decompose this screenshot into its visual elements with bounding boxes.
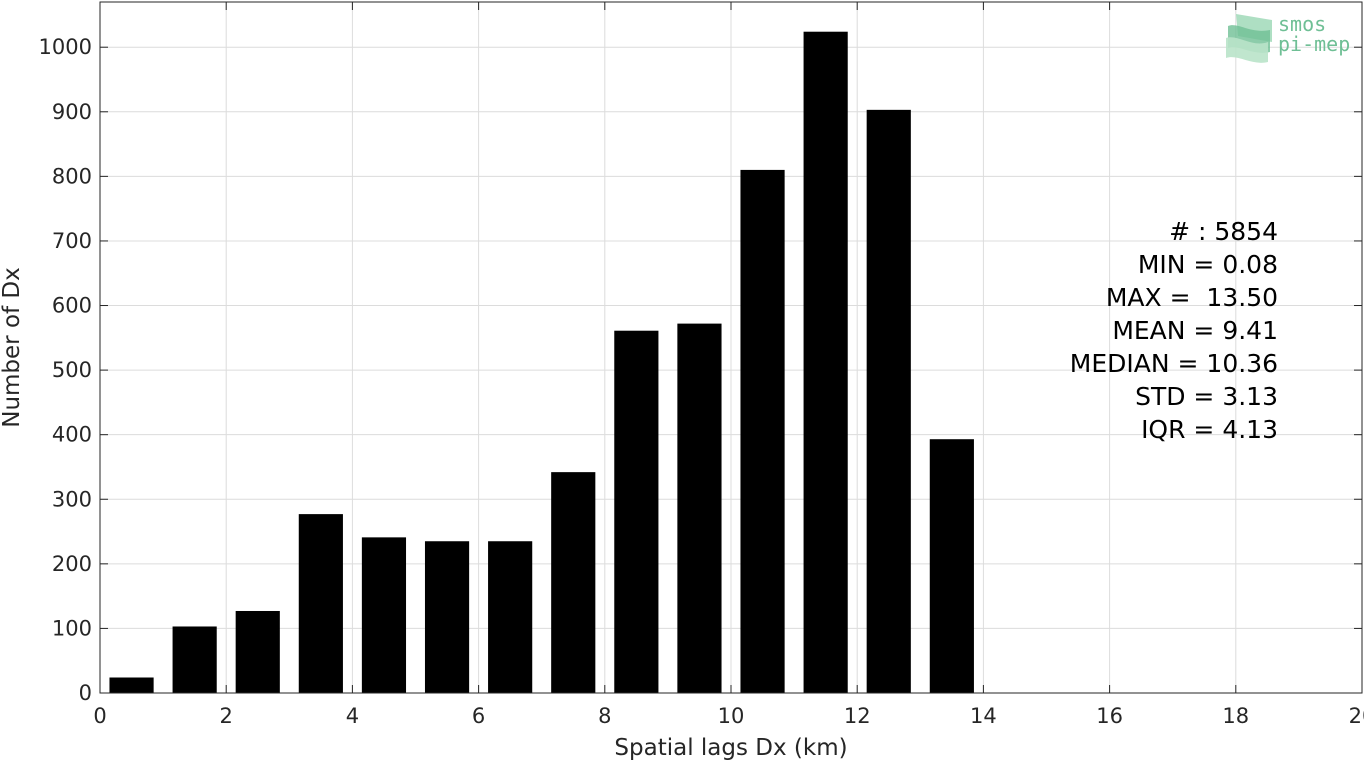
histogram-bar: [424, 541, 470, 693]
x-tick-label: 18: [1222, 704, 1249, 728]
stat-min: MIN = 0.08: [1137, 250, 1278, 279]
histogram-bar: [614, 330, 659, 693]
y-tick-label: 100: [52, 616, 92, 640]
y-tick-label: 200: [52, 552, 92, 576]
x-tick-label: 12: [844, 704, 871, 728]
y-axis-ticks: 0 100 200 300 400 500 600 700 800 900 1000: [39, 35, 1362, 705]
histogram-bar: [361, 537, 407, 693]
histogram-bar: [298, 514, 343, 693]
histogram-bar: [866, 109, 911, 694]
bars: [109, 31, 974, 694]
x-tick-label: 6: [472, 704, 485, 728]
y-tick-label: 400: [52, 423, 92, 447]
y-tick-label: 900: [52, 100, 92, 124]
x-tick-label: 2: [220, 704, 233, 728]
y-tick-label: 800: [52, 164, 92, 188]
logo-line-1: smos: [1278, 12, 1327, 36]
x-tick-label: 14: [970, 704, 997, 728]
stat-max: MAX = 13.50: [1105, 283, 1278, 312]
stat-mean: MEAN = 9.41: [1112, 316, 1278, 345]
histogram-bar: [803, 31, 848, 693]
y-axis-title: Number of Dx: [0, 267, 25, 428]
y-tick-label: 0: [79, 681, 92, 705]
logo-text: smos pi-mep: [1278, 14, 1350, 54]
histogram-bar: [488, 541, 533, 693]
y-tick-label: 700: [52, 229, 92, 253]
histogram-bar: [109, 677, 154, 693]
stat-median: MEDIAN = 10.36: [1069, 349, 1278, 378]
y-tick-label: 300: [52, 487, 92, 511]
x-axis-title: Spatial lags Dx (km): [614, 735, 847, 761]
smos-pimep-logo: smos pi-mep: [1224, 12, 1358, 66]
histogram-bar: [551, 472, 596, 693]
stat-count: # : 5854: [1169, 217, 1278, 246]
x-tick-label: 4: [346, 704, 359, 728]
histogram-bar: [929, 439, 974, 693]
x-axis-ticks: 0 2 4 6 8 10 12 14 16 18 20: [93, 2, 1364, 728]
x-tick-label: 8: [598, 704, 611, 728]
histogram-bar: [235, 610, 280, 693]
stat-iqr: IQR = 4.13: [1141, 415, 1278, 444]
statistics-box: # : 5854 MIN = 0.08 MAX = 13.50 MEAN = 9.41…: [1070, 215, 1278, 446]
x-tick-label: 20: [1349, 704, 1364, 728]
histogram-bar: [677, 323, 722, 693]
histogram-bar: [172, 626, 217, 693]
x-tick-label: 10: [718, 704, 745, 728]
histogram-bar: [740, 169, 785, 693]
logo-wave-icon: [1226, 14, 1272, 63]
y-tick-label: 600: [52, 294, 92, 318]
x-tick-label: 0: [93, 704, 106, 728]
x-tick-label: 16: [1096, 704, 1123, 728]
stat-std: STD = 3.13: [1135, 382, 1278, 411]
logo-line-2: pi-mep: [1278, 32, 1351, 56]
y-tick-label: 500: [52, 358, 92, 382]
y-tick-label: 1000: [39, 35, 92, 59]
